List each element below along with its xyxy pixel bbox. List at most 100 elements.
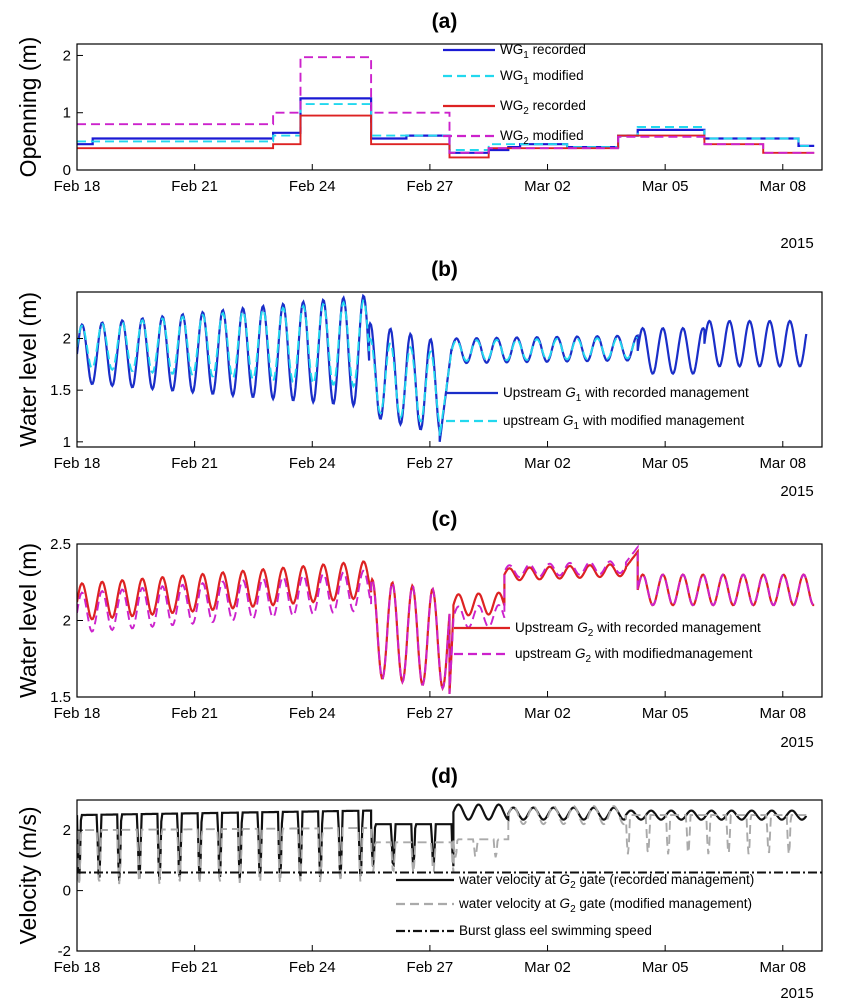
x-tick-label: Mar 02	[524, 178, 571, 195]
legend-variable: G	[563, 413, 574, 428]
legend-text: WG	[500, 68, 523, 83]
x-tick-label: Mar 08	[759, 178, 806, 195]
legend-text: gate (modified management)	[576, 896, 752, 911]
x-tick-label: Feb 27	[407, 959, 454, 976]
y-tick-label: 2	[63, 331, 71, 348]
series-line-2	[77, 299, 638, 437]
legend-label: WG1 modified	[500, 68, 584, 87]
legend-text: Burst glass eel swimming speed	[459, 923, 652, 938]
series-line-1	[77, 293, 808, 442]
x-tick-label: Feb 27	[407, 455, 454, 472]
panel-c: (c) 1.5 2 2.5 Feb 18 Feb 21 Feb 24 Feb 27 Mar 02…	[15, 508, 823, 751]
x-tick-label: Feb 18	[54, 178, 101, 195]
y-tick-label: 2.5	[50, 536, 71, 553]
legend-label: WG2 recorded	[500, 98, 586, 117]
legend-text: WG	[500, 42, 523, 57]
x-tick-label: Mar 05	[642, 959, 689, 976]
year-label: 2015	[780, 235, 813, 252]
x-tick-label: Mar 05	[642, 178, 689, 195]
x-tick-label: Mar 02	[524, 959, 571, 976]
series-group	[77, 803, 822, 885]
y-axis-label: Openning (m)	[15, 37, 41, 178]
legend-text: Upstream	[515, 620, 577, 635]
y-tick-label: 2	[63, 613, 71, 630]
legend-label: Upstream G2 with recorded management	[515, 620, 761, 639]
legend-text: upstream	[515, 646, 575, 661]
legend-variable: G	[560, 872, 571, 887]
plot-frame	[76, 799, 823, 952]
year-label: 2015	[780, 483, 813, 500]
x-tick-label: Feb 21	[171, 959, 218, 976]
legend-variable: G	[577, 620, 588, 635]
legend-label: Burst glass eel swimming speed	[459, 923, 652, 938]
legend-subscript: 2	[570, 904, 576, 915]
legend-label: upstream G2 with modifiedmanagement	[515, 646, 753, 665]
x-tick-label: Mar 02	[524, 705, 571, 722]
legend-label: water velocity at G2 gate (modified mana…	[458, 896, 752, 915]
legend-label: water velocity at G2 gate (recorded mana…	[458, 872, 754, 891]
legend-text: WG	[500, 128, 523, 143]
x-tick-label: Feb 24	[289, 705, 336, 722]
x-tick-label: Feb 21	[171, 178, 218, 195]
legend-label: WG1 recorded	[500, 42, 586, 61]
x-tick-label: Mar 08	[759, 455, 806, 472]
x-tick-label: Feb 24	[289, 178, 336, 195]
series-line-2	[77, 804, 807, 885]
x-tick-label: Feb 21	[171, 455, 218, 472]
x-tick-label: Feb 24	[289, 455, 336, 472]
legend-subscript: 2	[523, 106, 529, 117]
legend-text: with modifiedmanagement	[591, 646, 753, 661]
y-tick-label: 0	[63, 883, 71, 900]
panel-d: (d) -2 0 2 Feb 18 Feb 21 Feb 24 Feb 27 Mar 02 Mar…	[15, 765, 823, 1002]
series-group	[77, 56, 815, 159]
x-tick-label: Mar 08	[759, 705, 806, 722]
x-tick-label: Mar 05	[642, 455, 689, 472]
legend-text: with recorded management	[581, 385, 749, 400]
series-group	[77, 293, 808, 442]
chart-title: (d)	[431, 765, 458, 788]
legend-text: water velocity at	[458, 872, 560, 887]
y-tick-label: 0	[63, 162, 71, 179]
legend-text: modified	[529, 128, 584, 143]
y-tick-label: 2	[63, 822, 71, 839]
legend-text: water velocity at	[458, 896, 560, 911]
legend-subscript: 2	[523, 136, 529, 147]
y-tick-label: 1	[63, 434, 71, 451]
chart-title: (b)	[431, 258, 458, 281]
plot-frame	[76, 43, 823, 171]
legend-text: Upstream	[503, 385, 565, 400]
panel-b: (b) 1 1.5 2 Feb 18 Feb 21 Feb 24 Feb 27 Mar 02 Ma…	[15, 258, 823, 500]
legend-text: with recorded management	[593, 620, 761, 635]
legend-label: Upstream G1 with recorded management	[503, 385, 749, 404]
x-tick-label: Feb 18	[54, 959, 101, 976]
y-axis-label: Water level (m)	[15, 543, 41, 698]
panel-a: (a) 0 1 2 Feb 18 Feb 21 Feb 24 Feb 27 Mar 02 Mar …	[15, 10, 823, 252]
y-axis-label: Water level (m)	[15, 292, 41, 447]
legend-text: recorded	[529, 42, 586, 57]
x-tick-label: Feb 27	[407, 178, 454, 195]
x-tick-label: Feb 18	[54, 455, 101, 472]
x-tick-label: Mar 02	[524, 455, 571, 472]
legend-text: upstream	[503, 413, 563, 428]
legend-subscript: 1	[523, 76, 529, 87]
x-tick-label: Feb 18	[54, 705, 101, 722]
legend-variable: G	[565, 385, 576, 400]
legend-subscript: 2	[570, 880, 576, 891]
legend-text: recorded	[529, 98, 586, 113]
series-line-2	[77, 544, 815, 694]
series-group	[77, 544, 815, 694]
legend-text: WG	[500, 98, 523, 113]
y-tick-label: 2	[63, 47, 71, 64]
legend-label: WG2 modified	[500, 128, 584, 147]
y-tick-label: 1	[63, 105, 71, 122]
legend-variable: G	[560, 896, 571, 911]
x-tick-label: Feb 21	[171, 705, 218, 722]
x-tick-label: Feb 24	[289, 959, 336, 976]
legend-label: upstream G1 with modified management	[503, 413, 744, 432]
y-tick-label: 1.5	[50, 689, 71, 706]
legend-subscript: 2	[586, 654, 592, 665]
x-tick-label: Mar 05	[642, 705, 689, 722]
year-label: 2015	[780, 985, 813, 1002]
legend-subscript: 1	[576, 393, 582, 404]
